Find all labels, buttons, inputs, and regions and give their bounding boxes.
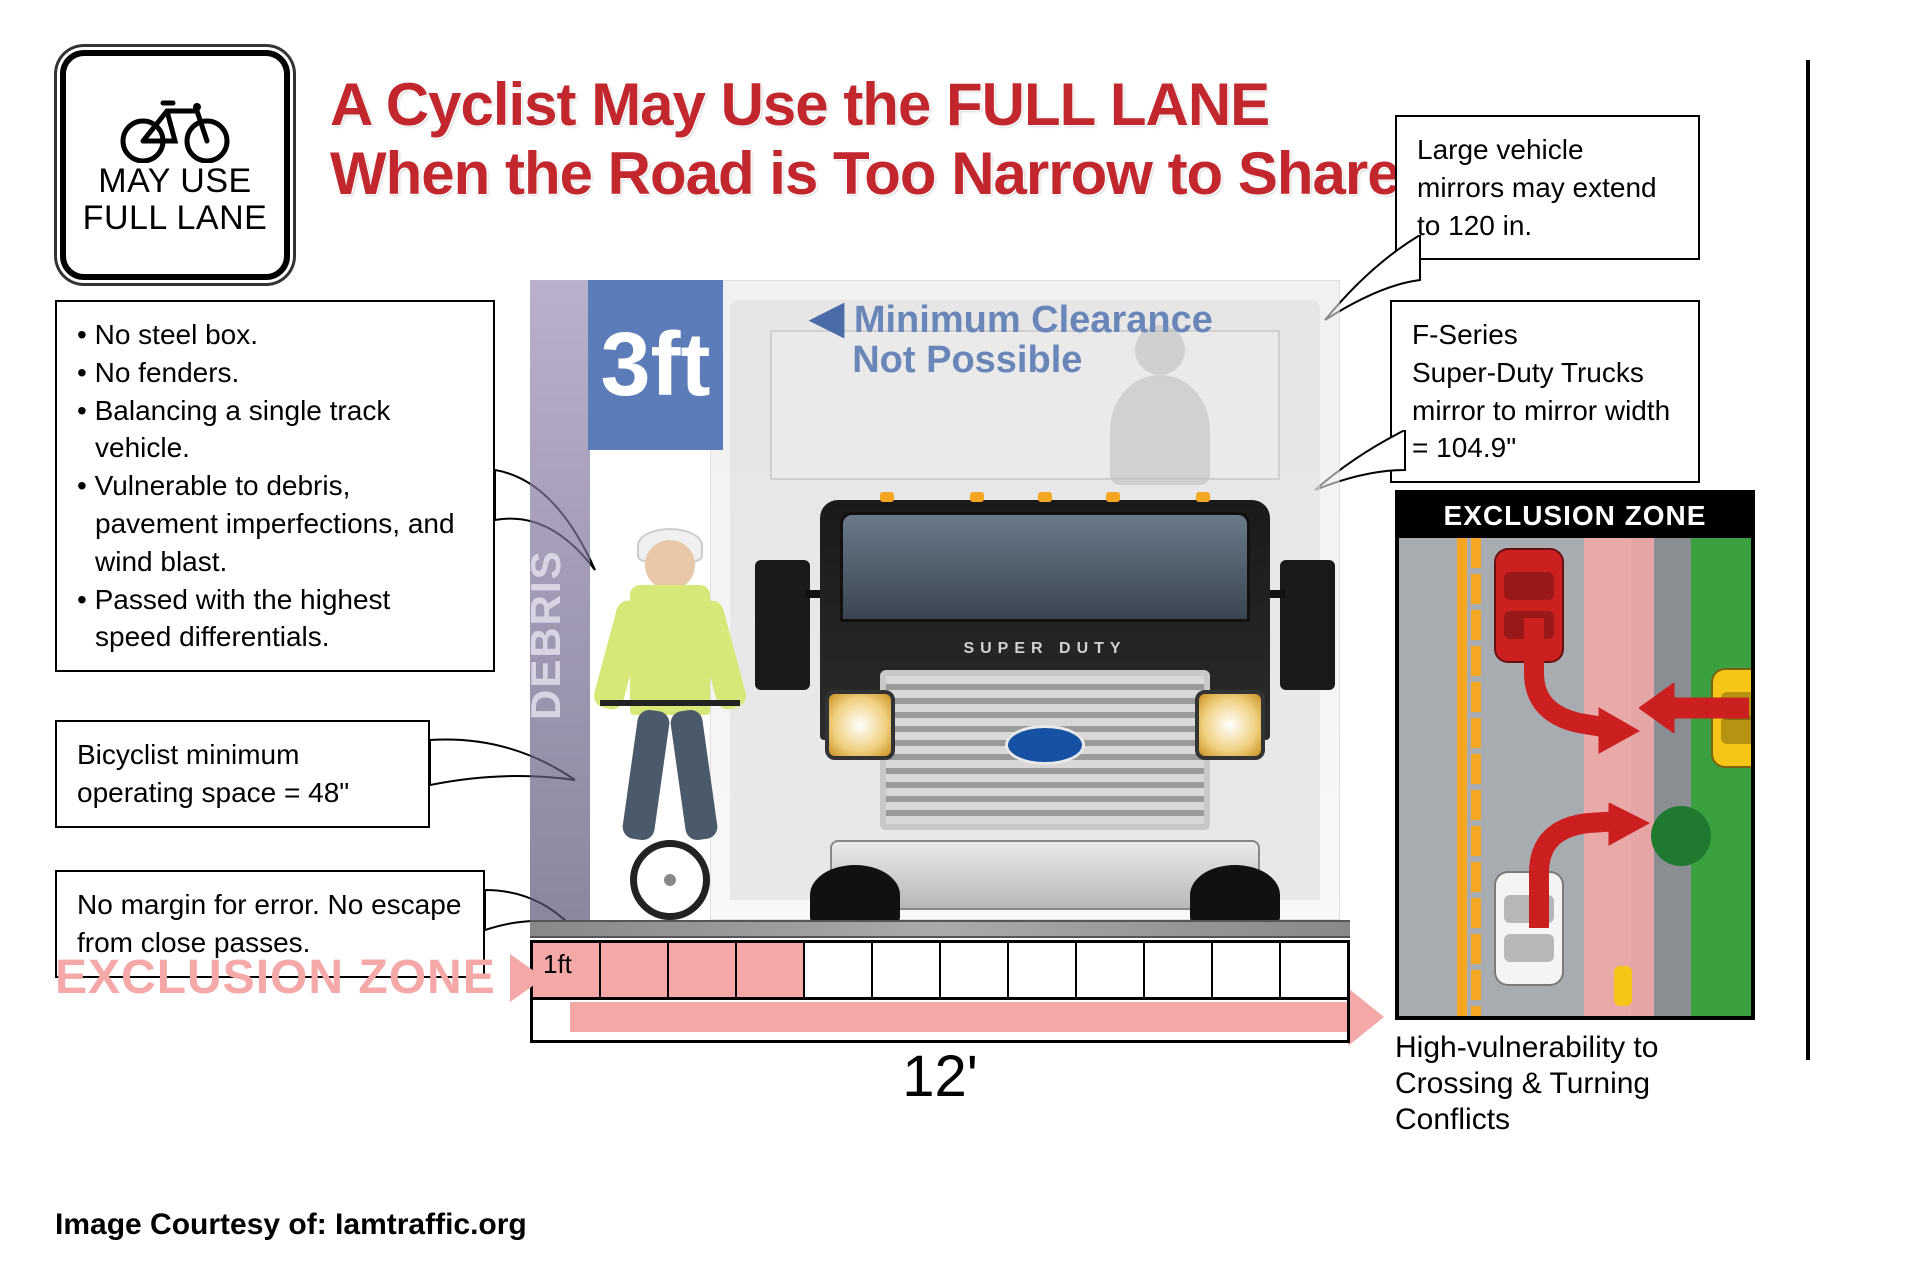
sidebar-exclusion-zone xyxy=(1584,538,1654,1016)
bus-driver-silhouette xyxy=(1110,375,1210,485)
center-dashed-line xyxy=(1471,538,1481,1016)
truck-mirror-left xyxy=(755,560,810,690)
lane-width-label: 12' xyxy=(530,1040,1350,1110)
cyclist-leg xyxy=(621,708,671,841)
clearance-line1: Minimum Clearance xyxy=(854,299,1213,341)
image-credit: Image Courtesy of: Iamtraffic.org xyxy=(55,1208,527,1242)
truck-width-text: F-Series Super-Duty Trucks mirror to mir… xyxy=(1412,319,1670,463)
road-surface xyxy=(530,920,1350,938)
lane-ruler: 1ft xyxy=(530,940,1350,1000)
cyclist-leg xyxy=(669,708,719,841)
crossing-arrow-icon xyxy=(1639,683,1749,733)
cab-light-icon xyxy=(970,492,984,502)
exclusion-arrow-bar xyxy=(570,1002,1350,1032)
cyclist-graphic xyxy=(585,520,755,920)
cab-light-icon xyxy=(1196,492,1210,502)
callout-mirror-extend: Large vehicle mirrors may extend to 120 … xyxy=(1395,115,1700,260)
ruler-cell xyxy=(669,943,737,997)
bike-may-use-full-lane-sign: MAY USE FULL LANE xyxy=(60,50,290,280)
clearance-line2: Not Possible xyxy=(852,339,1082,381)
ruler-cell xyxy=(1281,943,1347,997)
bush-icon xyxy=(1651,806,1711,866)
sidebar-diagram: EXCLUSION ZONE xyxy=(1395,490,1755,1020)
ruler-cell xyxy=(1213,943,1281,997)
truck-badge-oval xyxy=(1005,725,1085,765)
cyclist-torso xyxy=(630,585,710,715)
cab-light-icon xyxy=(880,492,894,502)
callout-truck-width: F-Series Super-Duty Trucks mirror to mir… xyxy=(1390,300,1700,483)
vulnerabilities-list: No steel box. No fenders. Balancing a si… xyxy=(77,316,473,656)
cab-light-icon xyxy=(1106,492,1120,502)
sidebar-title: EXCLUSION ZONE xyxy=(1399,494,1751,538)
callout-vulnerabilities: No steel box. No fenders. Balancing a si… xyxy=(55,300,495,672)
debris-label: DEBRIS xyxy=(522,549,570,720)
no-margin-text: No margin for error. No escape from clos… xyxy=(77,889,461,958)
vuln-item: Balancing a single track vehicle. xyxy=(77,392,473,468)
ruler-cell xyxy=(805,943,873,997)
lane-width-value: 12' xyxy=(902,1044,978,1109)
cyclist-head xyxy=(645,540,695,590)
exclusion-arrow-head-icon xyxy=(1348,988,1384,1046)
sidebar-scene xyxy=(1399,538,1751,1016)
right-hook-arrow-icon xyxy=(1529,803,1659,933)
ruler-cell xyxy=(941,943,1009,997)
left-arrow-icon: ◀ xyxy=(810,295,844,341)
exclusion-zone-label: EXCLUSION ZONE xyxy=(55,950,544,1005)
exclusion-zone-text: EXCLUSION ZONE xyxy=(55,950,496,1005)
vuln-item: No steel box. xyxy=(77,316,473,354)
topdown-cyclist-icon xyxy=(1614,966,1632,1006)
mirror-extend-text: Large vehicle mirrors may extend to 120 … xyxy=(1417,134,1657,241)
ruler-cell xyxy=(601,943,669,997)
truck-mirror-right xyxy=(1280,560,1335,690)
pickup-truck-graphic: SUPER DUTY xyxy=(760,500,1330,920)
truck-grille-text: SUPER DUTY xyxy=(935,640,1155,658)
ruler-cell xyxy=(1077,943,1145,997)
vuln-item: Passed with the highest speed differenti… xyxy=(77,581,473,657)
truck-windshield xyxy=(840,512,1250,622)
vuln-item: Vulnerable to debris, pavement imperfect… xyxy=(77,467,473,580)
three-feet-label: 3ft xyxy=(601,325,711,406)
three-feet-box: 3ft xyxy=(588,280,723,450)
bike-wheel-icon xyxy=(630,840,710,920)
operating-space-text: Bicyclist minimum operating space = 48" xyxy=(77,739,349,808)
ruler-cell xyxy=(873,943,941,997)
truck-headlight xyxy=(1195,690,1265,760)
right-triangle-icon xyxy=(510,954,544,1002)
callout-operating-space: Bicyclist minimum operating space = 48" xyxy=(55,720,430,828)
title-line2: When the Road is Too Narrow to Share xyxy=(330,140,1400,207)
ruler-cell xyxy=(737,943,805,997)
sign-text: MAY USE FULL LANE xyxy=(83,163,268,238)
truck-tire xyxy=(810,865,900,925)
ruler-cell xyxy=(1009,943,1077,997)
center-line xyxy=(1457,538,1467,1016)
ruler-cell xyxy=(1145,943,1213,997)
truck-headlight xyxy=(825,690,895,760)
lane-graphic: DEBRIS 3ft ◀Minimum Clearance Not Possib… xyxy=(530,280,1350,980)
cab-light-icon xyxy=(1038,492,1052,502)
grass xyxy=(1691,538,1751,1016)
min-clearance-label: ◀Minimum Clearance Not Possible xyxy=(810,295,1213,381)
bicycle-icon xyxy=(115,93,235,163)
sign-line2: FULL LANE xyxy=(83,199,268,237)
sign-line1: MAY USE xyxy=(98,162,251,200)
sidebar-caption: High-vulnerability to Crossing & Turning… xyxy=(1395,1030,1755,1138)
truck-tire xyxy=(1190,865,1280,925)
vuln-item: No fenders. xyxy=(77,354,473,392)
turning-arrow-icon xyxy=(1514,618,1654,758)
title-line1: A Cyclist May Use the FULL LANE xyxy=(330,71,1269,138)
right-border-line xyxy=(1806,60,1810,1060)
ruler-unit-label: 1ft xyxy=(543,949,572,980)
handlebar xyxy=(600,700,740,706)
page-title: A Cyclist May Use the FULL LANE When the… xyxy=(330,70,1400,208)
